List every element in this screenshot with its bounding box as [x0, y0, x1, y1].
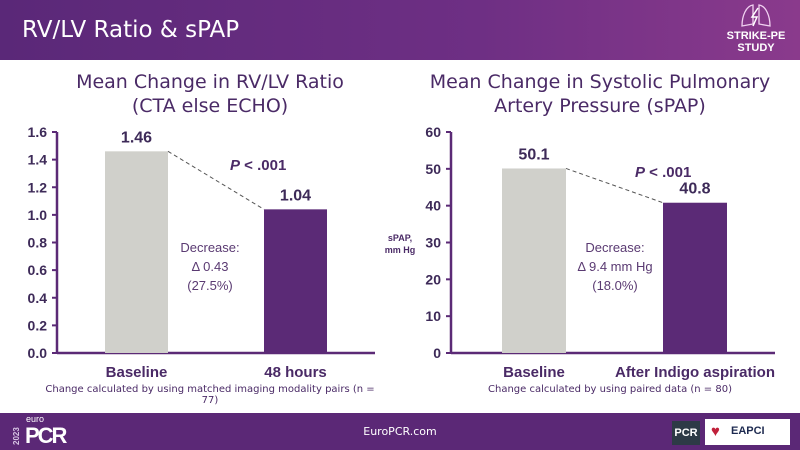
y-tick-label: 0.6: [28, 262, 48, 278]
y-tick-label: 1.0: [28, 207, 48, 223]
charts-canvas: 0.0 0.2 0.4 0.6 0.8 1.0 1.2 1.4 1.6 1.46 Baseline 1…: [28, 124, 775, 381]
bar-value-label: 1.04: [280, 187, 311, 204]
logo-line-2: STUDY: [737, 42, 775, 54]
y-tick-label: 10: [425, 308, 441, 324]
lungs-lightning-icon: [741, 4, 771, 27]
annotation-line: Δ 9.4 mm Hg: [577, 259, 653, 274]
chart2-footnote: Change calculated by using paired data (…: [488, 384, 732, 395]
y-tick-label: 1.6: [28, 124, 48, 140]
y-tick-label: 50: [425, 161, 441, 177]
chart2-title-line2: Artery Pressure (sPAP): [494, 95, 706, 117]
trend-dashed-line: [167, 150, 265, 210]
y-tick-label: 60: [425, 124, 441, 140]
category-label: After Indigo aspiration: [615, 364, 775, 381]
ylabel-line: sPAP,: [387, 233, 413, 243]
y-tick-label: 1.2: [28, 179, 48, 195]
bar-value-label: 50.1: [518, 146, 549, 163]
y-tick-label: 40: [425, 198, 441, 214]
logo-pcr: PCR: [25, 423, 67, 448]
eapci-logo: ♥ EAPCI: [705, 419, 790, 445]
europcr-logo: 2023 euro PCR: [12, 415, 72, 449]
bar-48-hours: [264, 209, 327, 353]
bar-after-indigo-aspiration: [663, 202, 727, 353]
strike-pe-logo: STRIKE-PE STUDY: [720, 2, 792, 54]
slide-title: RV/LV Ratio & sPAP: [22, 17, 240, 43]
header-bar: RV/LV Ratio & sPAP STRIKE-PE STUDY: [0, 0, 800, 60]
chart2-ylabel: sPAP, mm Hg: [382, 232, 418, 256]
y-tick-label: 0.2: [28, 317, 48, 333]
chart2-annotation: Decrease: Δ 9.4 mm Hg (18.0%): [555, 238, 675, 295]
annotation-line: (27.5%): [187, 278, 233, 293]
annotation-line: Decrease:: [180, 240, 240, 255]
chart1-annotation: Decrease: Δ 0.43 (27.5%): [160, 238, 260, 295]
annotation-line: Δ 0.43: [191, 259, 229, 274]
chart1-title-line1: Mean Change in RV/LV Ratio: [76, 71, 344, 93]
annotation-line: Decrease:: [585, 240, 645, 255]
logo-line-1: STRIKE-PE: [726, 30, 786, 42]
bar-value-label: 1.46: [121, 129, 152, 146]
footer-bar: 2023 euro PCR EuroPCR.com PCR ♥ EAPCI: [0, 413, 800, 450]
heart-icon: ♥: [711, 423, 720, 440]
p-value-label: P < .001: [230, 157, 286, 174]
trend-dashed-line: [565, 167, 664, 204]
chart2-title: Mean Change in Systolic Pulmonary Artery…: [420, 70, 780, 118]
bar-value-label: 40.8: [679, 181, 710, 198]
p-value-label: P < .001: [635, 164, 691, 181]
category-label: 48 hours: [264, 364, 327, 381]
y-tick-label: 0.8: [28, 235, 48, 251]
chart1-footnote: Change calculated by using matched imagi…: [45, 384, 375, 406]
ylabel-line: mm Hg: [384, 245, 416, 255]
category-label: Baseline: [106, 364, 168, 381]
bar-baseline: [105, 151, 168, 353]
y-tick-label: 0.0: [28, 345, 48, 361]
chart1-title-line2: (CTA else ECHO): [131, 95, 289, 117]
logo-euro: euro: [26, 414, 45, 424]
y-tick-label: 20: [425, 271, 441, 287]
y-tick-label: 1.4: [28, 152, 48, 168]
y-tick-label: 30: [425, 235, 441, 251]
eapci-text: EAPCI: [731, 425, 765, 437]
chart1-title: Mean Change in RV/LV Ratio (CTA else ECH…: [40, 70, 380, 118]
annotation-line: (18.0%): [592, 278, 638, 293]
chart2-title-line1: Mean Change in Systolic Pulmonary: [429, 71, 771, 93]
bar-baseline: [502, 168, 566, 353]
category-label: Baseline: [503, 364, 565, 381]
y-tick-label: 0: [433, 345, 441, 361]
footer-url[interactable]: EuroPCR.com: [363, 425, 437, 438]
pcr-logo: PCR: [672, 421, 700, 445]
y-tick-label: 0.4: [28, 290, 48, 306]
